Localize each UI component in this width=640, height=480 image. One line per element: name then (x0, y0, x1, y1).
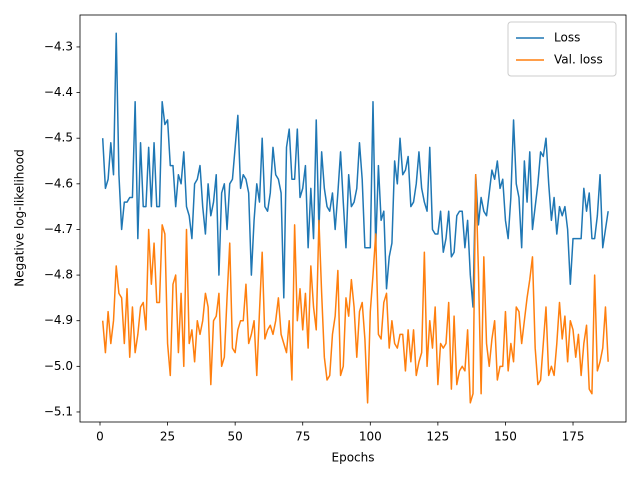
series-line (101, 173, 609, 404)
y-tick-label: −4.7 (44, 222, 73, 236)
y-axis-label: Negative log-likelihood (13, 149, 27, 286)
y-tick-label: −4.9 (44, 313, 73, 327)
y-tick-label: −4.8 (44, 268, 73, 282)
x-tick-label: 100 (359, 430, 382, 444)
series-line (101, 32, 609, 308)
legend-label: Loss (554, 31, 580, 45)
y-tick-label: −4.5 (44, 131, 73, 145)
x-tick-label: 25 (160, 430, 175, 444)
x-tick-label: 75 (295, 430, 310, 444)
x-tick-label: 0 (96, 430, 104, 444)
x-axis-label: Epochs (332, 451, 375, 465)
plot-frame (79, 14, 627, 423)
y-tick-label: −4.4 (44, 85, 73, 99)
legend-box (507, 21, 617, 77)
y-tick-label: −4.6 (44, 176, 73, 190)
x-tick-label: 175 (562, 430, 585, 444)
y-tick-label: −5.1 (44, 404, 73, 418)
legend-label: Val. loss (554, 53, 603, 67)
y-tick-label: −5.0 (44, 359, 73, 373)
x-tick-label: 150 (494, 430, 517, 444)
x-tick-label: 125 (426, 430, 449, 444)
y-tick-label: −4.3 (44, 39, 73, 53)
x-tick-label: 50 (228, 430, 243, 444)
